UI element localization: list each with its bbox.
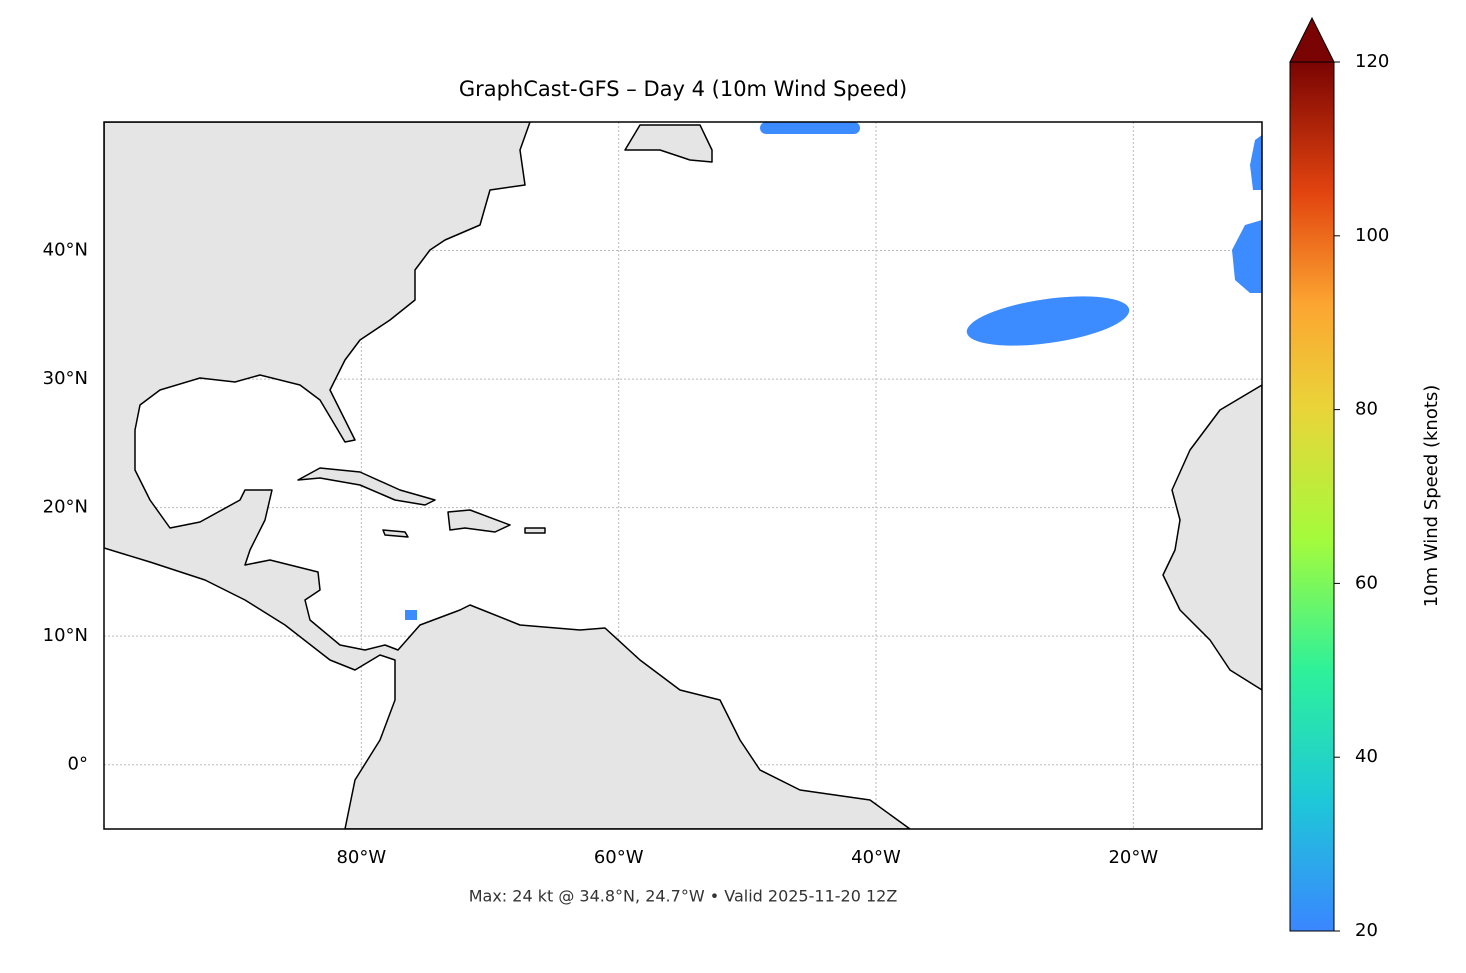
colorbar <box>1289 61 1335 932</box>
jamaica <box>382 529 409 538</box>
y-tick-label: 30°N <box>43 368 88 389</box>
colorbar-tick-label: 100 <box>1355 225 1389 246</box>
colorbar-tick-label: 120 <box>1355 51 1389 72</box>
x-tick-label: 80°W <box>336 847 386 868</box>
x-tick-label: 40°W <box>851 847 901 868</box>
wind-area <box>1232 220 1262 293</box>
map-frame <box>103 121 1263 830</box>
wind-area <box>1250 135 1262 190</box>
newfoundland <box>624 124 713 163</box>
colorbar-tick-label: 60 <box>1355 572 1378 593</box>
africa <box>1162 384 1262 691</box>
y-tick-label: 40°N <box>43 240 88 261</box>
colorbar-tick-label: 40 <box>1355 746 1378 767</box>
puerto-rico <box>524 527 546 534</box>
wind-area <box>405 610 417 620</box>
colorbar-label: 10m Wind Speed (knots) <box>1421 385 1442 608</box>
hispaniola <box>447 509 511 533</box>
map-layer <box>104 122 1262 829</box>
cuba <box>297 467 436 506</box>
x-tick-label: 20°W <box>1108 847 1158 868</box>
colorbar-tick-label: 80 <box>1355 399 1378 420</box>
colorbar-tick-label: 20 <box>1355 920 1378 941</box>
wind-area <box>760 122 860 134</box>
north-america <box>104 122 911 829</box>
footer: Max: 24 kt @ 34.8°N, 24.7°W • Valid 2025… <box>469 887 898 906</box>
y-tick-label: 10°N <box>43 625 88 646</box>
y-tick-label: 20°N <box>43 497 88 518</box>
x-tick-label: 60°W <box>594 847 644 868</box>
colorbar-extend <box>1289 16 1335 63</box>
chart-title: GraphCast-GFS – Day 4 (10m Wind Speed) <box>459 77 907 101</box>
wind-area <box>966 296 1130 346</box>
y-tick-label: 0° <box>68 754 88 775</box>
